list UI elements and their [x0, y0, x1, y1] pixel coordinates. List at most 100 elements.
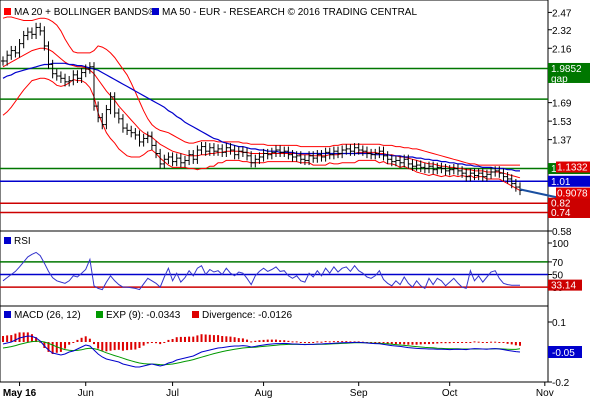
- level-label-3-0: 1.01: [551, 177, 571, 188]
- divergence-bar: [225, 336, 228, 342]
- value-label-1: 0.9078: [557, 189, 588, 200]
- divergence-bar: [14, 333, 17, 342]
- divergence-bar: [208, 334, 211, 342]
- divergence-bar: [97, 342, 100, 349]
- x-tick-label-6: Nov: [536, 388, 554, 399]
- divergence-bar: [51, 342, 54, 354]
- divergence-bar: [440, 342, 443, 344]
- divergence-bar: [2, 336, 4, 342]
- divergence-bar: [250, 341, 253, 343]
- divergence-bar: [345, 341, 348, 343]
- value-label-box-0: [556, 161, 590, 173]
- divergence-bar: [477, 341, 480, 343]
- divergence-bar: [192, 336, 195, 342]
- divergence-bar: [332, 341, 335, 343]
- divergence-bar: [514, 342, 517, 346]
- macd-legend-swatch: [4, 311, 11, 318]
- divergence-bar: [279, 340, 282, 342]
- level-label-box-5: [548, 206, 590, 218]
- macd-current-box: [548, 346, 582, 358]
- divergence-bar: [117, 342, 120, 350]
- divergence-bar: [490, 341, 493, 343]
- divergence-bar: [328, 341, 331, 343]
- divergence-bar: [419, 342, 422, 345]
- signal-line: [2, 340, 521, 366]
- divergence-bar: [126, 342, 129, 351]
- divergence-bar: [291, 341, 294, 343]
- divergence-bar: [262, 339, 265, 342]
- value-label-box-1: [556, 187, 590, 199]
- rsi-y-tick-label-2: 50: [552, 271, 564, 282]
- divergence-legend-swatch: [192, 311, 199, 318]
- rsi-current-box: [548, 279, 582, 291]
- rsi-legend-swatch: [4, 237, 11, 244]
- level-label-0-0: 1.9852: [551, 64, 582, 75]
- signal-legend-swatch: [96, 311, 103, 318]
- level-label-box-4: [548, 197, 590, 209]
- ma20-legend-swatch: [4, 8, 11, 15]
- ma50-legend-swatch: [152, 8, 159, 15]
- divergence-bar: [84, 336, 87, 342]
- level-label-5-0: 0.74: [551, 208, 571, 219]
- divergence-bar: [179, 336, 182, 342]
- rsi-axis: 10070503033.14: [548, 239, 582, 294]
- divergence-bar: [465, 342, 468, 343]
- bollinger-lower-line: [2, 77, 521, 191]
- divergence-bar: [101, 342, 104, 351]
- divergence-bar: [485, 342, 488, 343]
- macd-y-tick-label-0: 0.1: [552, 318, 566, 329]
- divergence-bar: [204, 334, 207, 342]
- divergence-bar: [212, 335, 215, 342]
- rsi-line: [2, 251, 520, 291]
- divergence-bar: [229, 336, 232, 342]
- divergence-bar: [121, 342, 124, 351]
- divergence-bar: [92, 342, 95, 345]
- divergence-bar: [274, 339, 277, 342]
- macd-panel: 0.1 -0.2 -0.05 MACD (26, 12) EXP (9): -0.0…: [0, 305, 582, 389]
- divergence-bar: [448, 342, 451, 344]
- value-label-0: 1.1332: [557, 163, 588, 174]
- divergence-bar: [473, 341, 476, 343]
- divergence-bar: [39, 341, 42, 343]
- divergence-bar: [113, 342, 116, 351]
- divergence-bar: [452, 342, 455, 343]
- divergence-bar: [233, 337, 236, 342]
- divergence-bar: [337, 341, 340, 343]
- divergence-bar: [200, 334, 203, 342]
- divergence-bar: [349, 341, 352, 343]
- divergence-bar: [254, 340, 257, 342]
- divergence-bar: [167, 339, 170, 342]
- level-label-0-1: gap: [551, 74, 568, 85]
- divergence-bar: [436, 342, 439, 344]
- divergence-bar: [246, 339, 249, 342]
- divergence-bar: [494, 341, 497, 343]
- divergence-bar: [498, 342, 501, 343]
- price-y-tick-label-5: 1.37: [552, 136, 572, 147]
- divergence-bar: [382, 342, 385, 344]
- divergence-bar: [59, 342, 62, 352]
- divergence-bar: [72, 342, 75, 343]
- divergence-bar: [26, 332, 29, 342]
- divergence-bar: [68, 342, 71, 345]
- divergence-bar: [394, 342, 397, 345]
- level-label-4-0: 0.82: [551, 199, 571, 210]
- level-label-box-0: [548, 62, 590, 83]
- divergence-bar: [258, 340, 261, 342]
- divergence-bar: [150, 342, 153, 343]
- divergence-bar: [481, 342, 484, 343]
- divergence-bar: [407, 342, 410, 345]
- divergence-bar: [399, 342, 402, 345]
- divergence-bar: [308, 342, 311, 343]
- macd-legend-label: MACD (26, 12): [14, 310, 81, 321]
- level-label-box-3: [548, 175, 590, 187]
- divergence-bar: [88, 338, 91, 342]
- divergence-bar: [105, 342, 108, 352]
- divergence-bar: [316, 341, 319, 343]
- divergence-bar: [324, 341, 327, 343]
- macd-line: [2, 335, 521, 368]
- divergence-bar: [266, 339, 269, 342]
- price-y-tick-label-3: 1.69: [552, 99, 572, 110]
- divergence-bar: [320, 341, 323, 343]
